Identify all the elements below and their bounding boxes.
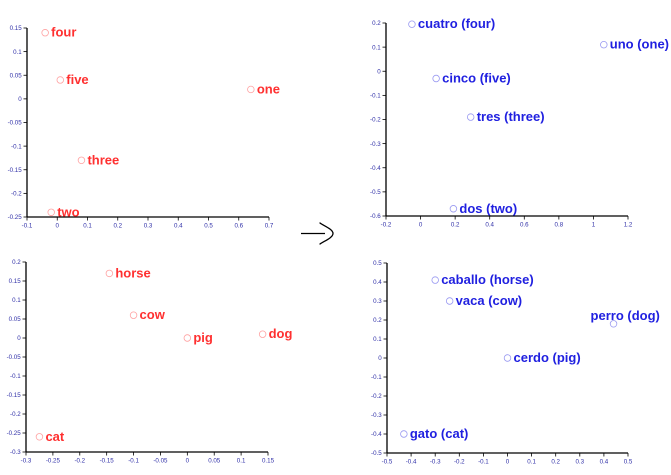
svg-text:perro (dog): perro (dog)	[591, 308, 660, 323]
svg-text:0: 0	[17, 335, 21, 342]
svg-text:cerdo (pig): cerdo (pig)	[514, 350, 581, 365]
svg-text:horse: horse	[115, 265, 150, 280]
svg-text:-0.2: -0.2	[381, 222, 392, 229]
svg-text:1.2: 1.2	[624, 222, 633, 229]
svg-text:-0.25: -0.25	[7, 430, 22, 437]
svg-text:0.2: 0.2	[12, 259, 21, 266]
svg-text:four: four	[51, 25, 76, 40]
svg-text:-0.15: -0.15	[7, 392, 22, 399]
svg-text:-0.3: -0.3	[10, 449, 21, 456]
svg-text:0: 0	[186, 458, 190, 465]
svg-text:0.5: 0.5	[204, 223, 213, 230]
svg-text:one: one	[257, 81, 280, 96]
svg-text:0: 0	[377, 68, 381, 75]
svg-text:0.4: 0.4	[174, 223, 183, 230]
svg-text:two: two	[57, 204, 79, 219]
svg-text:-0.05: -0.05	[8, 120, 23, 127]
svg-text:-0.3: -0.3	[371, 412, 382, 419]
svg-text:0.2: 0.2	[113, 223, 122, 230]
svg-text:0: 0	[18, 96, 22, 103]
svg-text:0.1: 0.1	[12, 297, 21, 304]
svg-text:0.5: 0.5	[373, 260, 382, 267]
svg-text:-0.4: -0.4	[406, 459, 417, 466]
svg-text:-0.2: -0.2	[74, 458, 85, 465]
svg-text:0.3: 0.3	[144, 223, 153, 230]
svg-text:five: five	[66, 72, 88, 87]
svg-text:three: three	[87, 152, 119, 167]
svg-text:-0.25: -0.25	[46, 458, 61, 465]
svg-text:cow: cow	[140, 307, 166, 322]
svg-text:uno (one): uno (one)	[610, 37, 669, 52]
svg-text:0.15: 0.15	[9, 278, 22, 285]
svg-text:0.6: 0.6	[520, 222, 529, 229]
svg-text:1: 1	[592, 222, 596, 229]
svg-text:-0.15: -0.15	[8, 167, 23, 174]
svg-text:0.1: 0.1	[13, 49, 22, 56]
svg-text:-0.5: -0.5	[370, 189, 381, 196]
svg-text:-0.2: -0.2	[11, 191, 22, 198]
svg-text:-0.1: -0.1	[11, 143, 22, 150]
svg-text:0: 0	[378, 355, 382, 362]
svg-text:0.05: 0.05	[9, 316, 22, 323]
svg-text:-0.3: -0.3	[370, 141, 381, 148]
svg-text:0.6: 0.6	[234, 223, 243, 230]
svg-text:-0.2: -0.2	[454, 459, 465, 466]
svg-text:-0.05: -0.05	[153, 458, 168, 465]
svg-text:0.2: 0.2	[551, 459, 560, 466]
svg-text:dog: dog	[269, 326, 293, 341]
svg-text:0.1: 0.1	[372, 44, 381, 51]
svg-text:-0.2: -0.2	[371, 393, 382, 400]
svg-text:-0.5: -0.5	[371, 450, 382, 457]
svg-text:0.4: 0.4	[600, 459, 609, 466]
svg-text:gato (cat): gato (cat)	[410, 426, 469, 441]
svg-text:0.3: 0.3	[373, 298, 382, 305]
svg-text:-0.2: -0.2	[10, 411, 21, 418]
svg-text:caballo (horse): caballo (horse)	[441, 272, 533, 287]
svg-text:-0.4: -0.4	[371, 431, 382, 438]
svg-text:-0.5: -0.5	[382, 459, 393, 466]
svg-text:0: 0	[419, 222, 423, 229]
svg-text:0.4: 0.4	[485, 222, 494, 229]
svg-text:-0.05: -0.05	[7, 354, 22, 361]
svg-text:-0.3: -0.3	[430, 459, 441, 466]
svg-text:-0.1: -0.1	[22, 223, 33, 230]
svg-text:0.5: 0.5	[624, 459, 633, 466]
svg-text:cinco (five): cinco (five)	[442, 70, 511, 85]
svg-text:0.3: 0.3	[575, 459, 584, 466]
svg-text:dos (two): dos (two)	[459, 201, 517, 216]
svg-text:vaca (cow): vaca (cow)	[456, 293, 522, 308]
svg-text:0: 0	[506, 459, 510, 466]
svg-text:cuatro (four): cuatro (four)	[418, 16, 495, 31]
svg-text:pig: pig	[193, 330, 213, 345]
svg-text:-0.4: -0.4	[370, 165, 381, 172]
svg-text:0.7: 0.7	[265, 223, 274, 230]
svg-text:0.2: 0.2	[451, 222, 460, 229]
svg-text:0.1: 0.1	[237, 458, 246, 465]
svg-text:-0.15: -0.15	[100, 458, 115, 465]
svg-text:0.8: 0.8	[555, 222, 564, 229]
svg-text:-0.1: -0.1	[128, 458, 139, 465]
svg-text:0.15: 0.15	[10, 25, 23, 32]
svg-text:-0.2: -0.2	[370, 117, 381, 124]
svg-text:0.05: 0.05	[10, 72, 23, 79]
svg-text:0.2: 0.2	[372, 20, 381, 27]
svg-text:0.05: 0.05	[208, 458, 221, 465]
svg-text:0.4: 0.4	[373, 279, 382, 286]
svg-text:0: 0	[56, 223, 60, 230]
svg-text:-0.1: -0.1	[10, 373, 21, 380]
svg-text:0.1: 0.1	[527, 459, 536, 466]
svg-text:0.2: 0.2	[373, 317, 382, 324]
svg-text:-0.25: -0.25	[8, 214, 23, 221]
svg-text:-0.6: -0.6	[370, 213, 381, 220]
svg-text:tres (three): tres (three)	[477, 109, 545, 124]
svg-text:-0.1: -0.1	[370, 93, 381, 100]
svg-text:0.1: 0.1	[373, 336, 382, 343]
svg-text:-0.3: -0.3	[21, 458, 32, 465]
svg-text:0.1: 0.1	[83, 223, 92, 230]
svg-text:-0.1: -0.1	[371, 374, 382, 381]
svg-text:0.15: 0.15	[262, 458, 275, 465]
svg-text:-0.1: -0.1	[478, 459, 489, 466]
svg-text:cat: cat	[45, 429, 64, 444]
